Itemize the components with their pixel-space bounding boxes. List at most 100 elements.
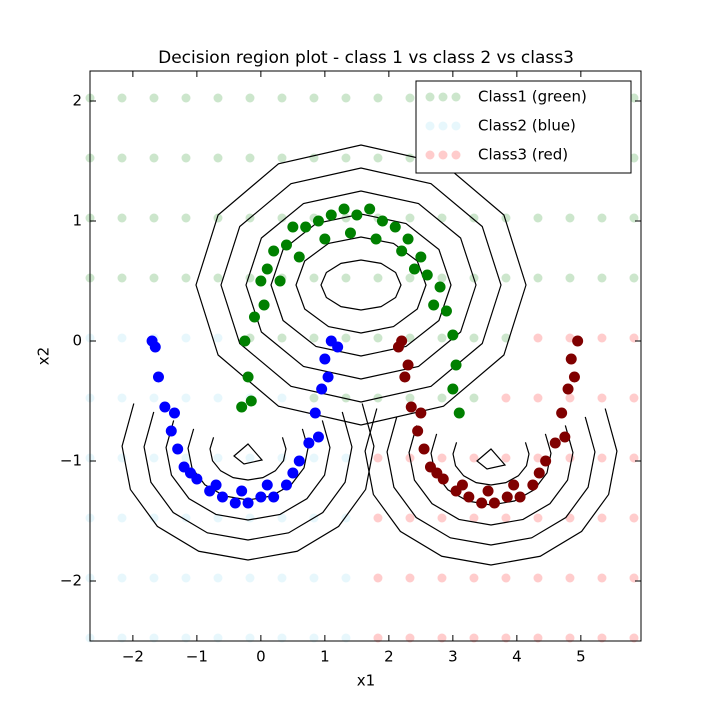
region-point (149, 93, 159, 103)
region-point (309, 93, 319, 103)
region-point (309, 633, 319, 643)
region-point (309, 333, 319, 343)
x-tick-label: 4 (512, 648, 522, 666)
sample-point (245, 395, 257, 407)
region-point (117, 393, 127, 403)
region-point (405, 93, 415, 103)
region-point (213, 213, 223, 223)
sample-point (312, 215, 324, 227)
sample-point (402, 233, 414, 245)
region-point (437, 453, 447, 463)
legend-marker (425, 121, 435, 131)
region-point (405, 213, 415, 223)
contour-line (386, 416, 596, 546)
legend-box (415, 80, 632, 174)
sample-point (389, 221, 401, 233)
region-point (277, 393, 287, 403)
region-point (341, 573, 351, 583)
region-point (213, 273, 223, 283)
region-point (149, 633, 159, 643)
region-point (565, 213, 575, 223)
sample-point (229, 497, 241, 509)
region-point (277, 213, 287, 223)
sample-point (293, 455, 305, 467)
region-point (245, 453, 255, 463)
x-tick-label: −1 (186, 648, 208, 666)
sample-point (549, 437, 561, 449)
sample-point (456, 479, 468, 491)
sample-point (322, 371, 334, 383)
region-point (565, 513, 575, 523)
sample-point (540, 455, 552, 467)
region-point (373, 153, 383, 163)
sample-point (450, 359, 462, 371)
sample-point (268, 245, 280, 257)
sample-point (533, 467, 545, 479)
region-point (181, 213, 191, 223)
sample-point (418, 443, 430, 455)
region-point (597, 213, 607, 223)
region-point (181, 513, 191, 523)
x-tick-label: 0 (256, 648, 266, 666)
region-point (213, 573, 223, 583)
sample-point (184, 467, 196, 479)
sample-point (396, 245, 408, 257)
region-point (597, 633, 607, 643)
region-point (469, 633, 479, 643)
legend-label: Class2 (blue) (478, 117, 576, 135)
region-point (533, 273, 543, 283)
sample-point (236, 485, 248, 497)
region-point (469, 393, 479, 403)
region-point (373, 333, 383, 343)
sample-point (476, 497, 488, 509)
contour-line (209, 437, 287, 481)
region-point (501, 573, 511, 583)
sample-point (242, 371, 254, 383)
sample-point (300, 221, 312, 233)
sample-point (159, 401, 171, 413)
region-point (117, 573, 127, 583)
region-point (533, 393, 543, 403)
region-point (469, 333, 479, 343)
y-tick-label: 1 (72, 212, 82, 230)
region-point (213, 453, 223, 463)
region-point (373, 633, 383, 643)
contour-line (220, 167, 502, 403)
sample-point (565, 353, 577, 365)
sample-point (261, 263, 273, 275)
region-point (437, 333, 447, 343)
region-point (469, 453, 479, 463)
region-point (149, 273, 159, 283)
contour-line (121, 403, 375, 561)
region-point (405, 633, 415, 643)
region-point (117, 633, 127, 643)
region-point (629, 513, 639, 523)
sample-point (152, 371, 164, 383)
y-tick-label: 0 (72, 332, 82, 350)
legend-marker (438, 92, 448, 102)
sample-point (488, 497, 500, 509)
sample-point (287, 467, 299, 479)
region-point (405, 513, 415, 523)
region-point (373, 513, 383, 523)
region-point (629, 393, 639, 403)
sample-point (428, 299, 440, 311)
region-point (565, 633, 575, 643)
sample-point (405, 401, 417, 413)
contour-line (408, 425, 574, 526)
region-point (213, 633, 223, 643)
sample-point (562, 383, 574, 395)
region-point (309, 273, 319, 283)
region-point (629, 93, 639, 103)
legend-marker (451, 92, 461, 102)
region-point (277, 513, 287, 523)
region-point (437, 573, 447, 583)
y-tick-label: −2 (60, 572, 82, 590)
sample-point (344, 227, 356, 239)
sample-point (236, 401, 248, 413)
sample-point (248, 311, 260, 323)
sample-point (568, 371, 580, 383)
region-point (309, 573, 319, 583)
contour-line (233, 443, 264, 465)
region-point (277, 153, 287, 163)
